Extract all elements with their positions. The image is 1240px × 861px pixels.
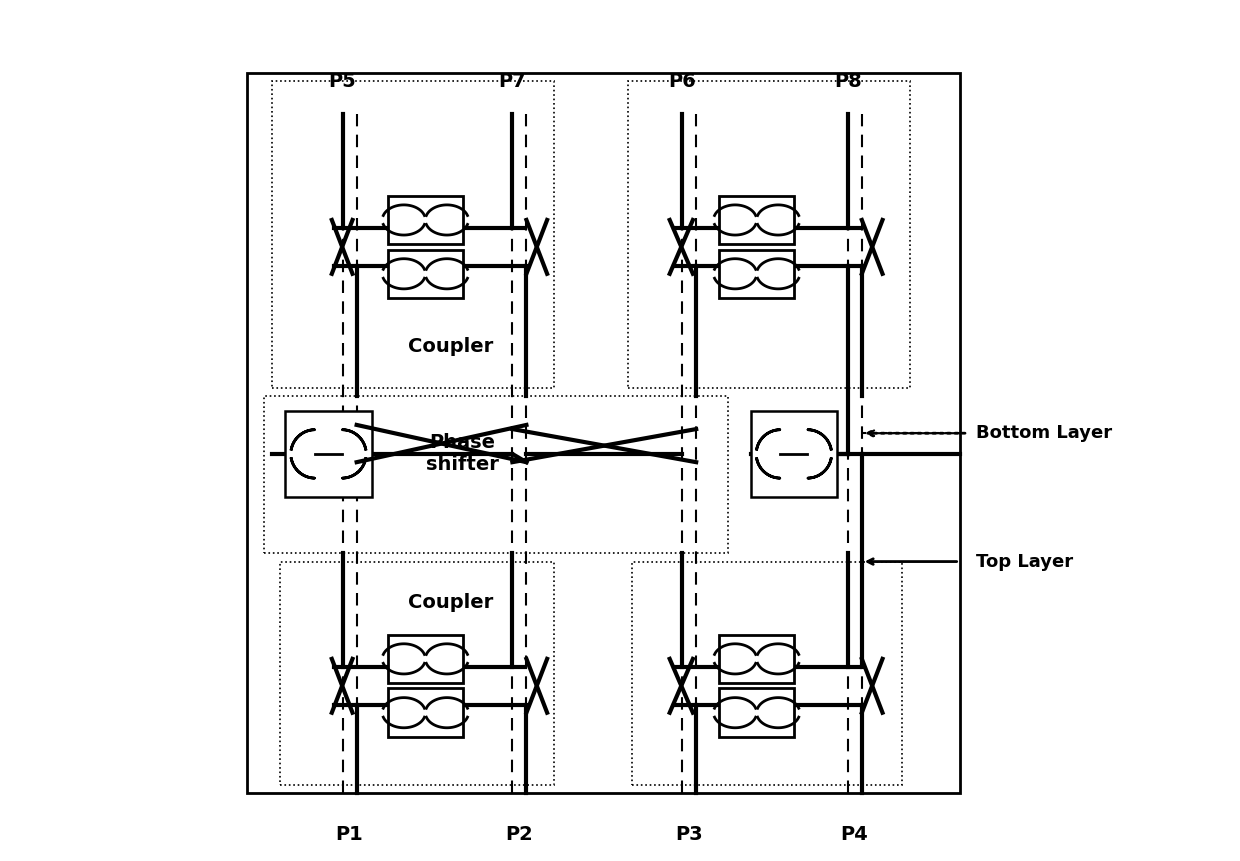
Bar	[388, 195, 463, 245]
Text: P7: P7	[498, 71, 526, 90]
Text: P6: P6	[668, 71, 696, 90]
Bar	[719, 195, 795, 245]
Bar	[719, 635, 795, 683]
Text: Coupler: Coupler	[408, 337, 492, 356]
Bar	[280, 561, 554, 785]
Text: P5: P5	[329, 71, 356, 90]
Text: P8: P8	[833, 71, 862, 90]
Bar	[388, 250, 463, 298]
Text: Phase
shifter: Phase shifter	[427, 433, 498, 474]
Bar	[632, 561, 901, 785]
Text: P3: P3	[675, 826, 703, 845]
Bar	[719, 250, 795, 298]
Bar	[629, 81, 910, 387]
Bar	[388, 689, 463, 737]
Text: P2: P2	[505, 826, 533, 845]
Bar	[388, 635, 463, 683]
Text: P4: P4	[841, 826, 868, 845]
Bar	[264, 396, 728, 554]
Text: Bottom Layer: Bottom Layer	[976, 424, 1112, 443]
Bar	[247, 73, 960, 794]
Text: P1: P1	[335, 826, 363, 845]
Bar	[285, 411, 372, 497]
Bar	[751, 411, 837, 497]
Text: Top Layer: Top Layer	[976, 553, 1074, 571]
Text: Coupler: Coupler	[408, 593, 492, 612]
Bar	[719, 689, 795, 737]
Bar	[273, 81, 554, 387]
